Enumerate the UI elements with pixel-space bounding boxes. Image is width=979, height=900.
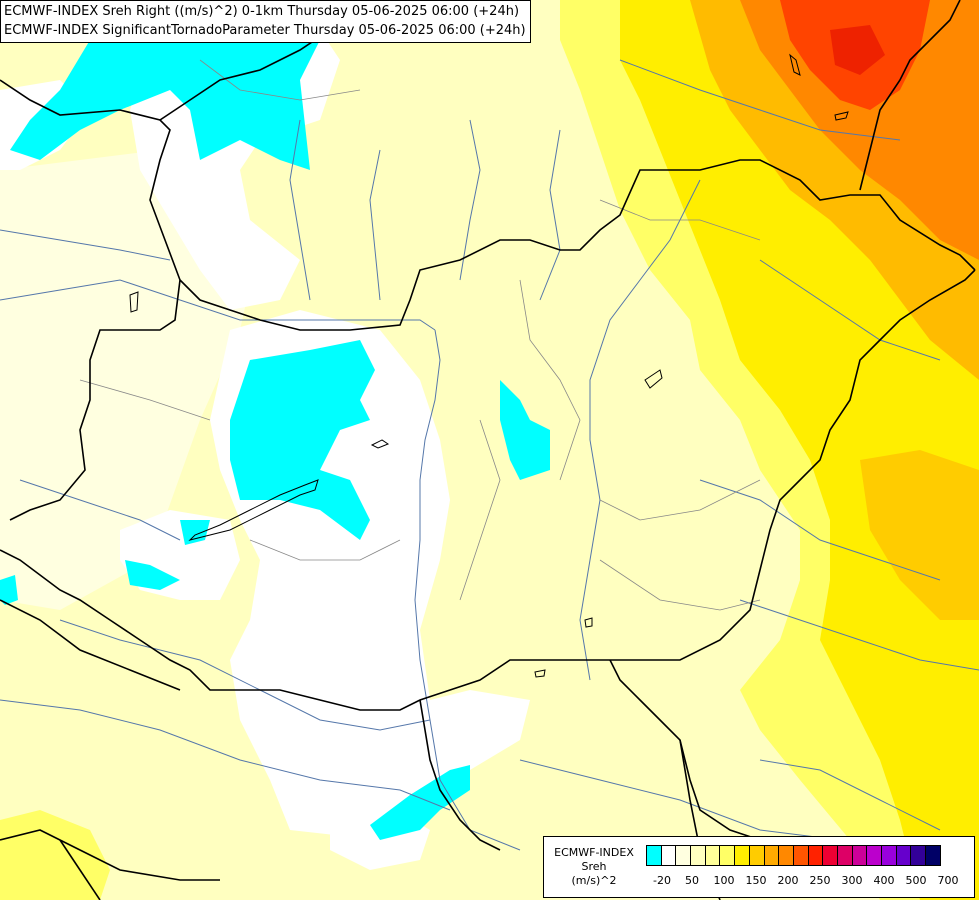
field-cyan-small: [180, 520, 210, 545]
border-croatia-bosnia: [0, 599, 181, 691]
map-title-box: ECMWF-INDEX Sreh Right ((m/s)^2) 0-1km T…: [0, 0, 531, 43]
legend-swatch: [910, 845, 927, 866]
legend-swatch: [748, 845, 765, 866]
legend-swatch: [851, 845, 868, 866]
river-east-1: [759, 259, 941, 361]
lake-small-3: [129, 291, 139, 313]
legend-swatch: [719, 845, 736, 866]
river-west-1: [0, 229, 171, 261]
border-hungary-north: [179, 159, 976, 331]
river-north-3: [459, 119, 481, 281]
river-east-3: [739, 599, 979, 671]
region-border-2: [599, 479, 761, 521]
river-north-4: [539, 129, 561, 301]
field-gold-east: [860, 450, 979, 620]
legend-tick-label: 250: [809, 874, 831, 887]
border-bosnia-serbia: [0, 829, 220, 881]
legend-tick-label: 200: [777, 874, 799, 887]
legend-tick-label: 500: [905, 874, 927, 887]
field-deep-orange: [740, 0, 979, 260]
legend-swatch: [895, 845, 912, 866]
legend-tick-label: 100: [713, 874, 735, 887]
field-cyan-central: [230, 340, 375, 540]
river-north-2: [369, 149, 381, 301]
lake-small-2: [834, 111, 849, 121]
lake-small-6: [534, 669, 546, 678]
legend-swatch: [660, 845, 677, 866]
field-cyan-edge: [0, 575, 18, 605]
river-danube-bend: [414, 329, 521, 851]
river-northeast: [619, 59, 901, 141]
legend-swatch: [704, 845, 721, 866]
border-bosnia-south: [59, 839, 101, 900]
lake-small-5: [584, 617, 593, 628]
field-red-max: [830, 25, 885, 75]
river-south-1: [519, 759, 841, 841]
map-title-stp: ECMWF-INDEX SignificantTornadoParameter …: [4, 23, 526, 38]
region-border-1: [519, 279, 581, 481]
legend-swatch: [675, 845, 692, 866]
river-south-2: [759, 759, 941, 831]
legend-title-variable: Sreh: [581, 860, 607, 873]
region-border-8: [199, 59, 361, 101]
river-west-2: [19, 479, 181, 541]
rivers: [0, 59, 979, 851]
border-hungary-east: [610, 269, 976, 661]
border-hungary-south: [0, 549, 610, 711]
border-croatia-serbia: [419, 699, 501, 851]
river-north-1: [289, 119, 311, 301]
legend-tick-label: 150: [745, 874, 767, 887]
legend-swatch: [792, 845, 809, 866]
border-poland-ukraine: [859, 0, 961, 191]
lake-balaton: [188, 479, 319, 541]
lake-velence: [370, 439, 390, 449]
legend-swatch: [836, 845, 853, 866]
legend-swatch: [807, 845, 824, 866]
map-title-sreh: ECMWF-INDEX Sreh Right ((m/s)^2) 0-1km T…: [4, 4, 520, 19]
region-border-5: [249, 539, 401, 561]
region-borders: [79, 59, 761, 611]
legend-swatch: [734, 845, 750, 866]
legend-swatch: [778, 845, 794, 866]
legend-ticks: -20 50 100 150 200 250 300 400 500 700: [646, 874, 966, 890]
region-border-3: [599, 559, 761, 611]
river-danube-upper: [0, 279, 436, 331]
field-cyan-south: [370, 765, 470, 840]
river-east-2: [699, 479, 941, 581]
field-cyan-west: [125, 560, 180, 590]
color-legend: ECMWF-INDEX Sreh (m/s)^2 -20 50 100 150 200 2…: [543, 836, 975, 898]
field-cyan-lake: [500, 380, 550, 480]
border-hungary-west: [9, 279, 181, 521]
legend-tick-label: 300: [841, 874, 863, 887]
region-border-4: [459, 419, 501, 601]
legend-title-model: ECMWF-INDEX: [554, 846, 634, 859]
legend-title: ECMWF-INDEX Sreh (m/s)^2: [548, 846, 640, 888]
legend-tick-label: 400: [873, 874, 895, 887]
legend-tick-label: 700: [937, 874, 959, 887]
legend-swatch: [866, 845, 882, 866]
legend-swatch: [690, 845, 706, 866]
legend-title-unit: (m/s)^2: [571, 874, 617, 887]
legend-swatch: [925, 845, 941, 866]
border-austria-north: [0, 79, 181, 281]
lake-small-4: [644, 369, 663, 389]
lake-small-1: [789, 53, 801, 76]
legend-tick-label: -20: [653, 874, 671, 887]
legend-swatches: [646, 845, 941, 866]
river-tisza: [579, 179, 701, 681]
river-sava: [0, 699, 451, 811]
legend-tick-label: 50: [685, 874, 699, 887]
region-border-6: [79, 379, 211, 421]
legend-swatch: [881, 845, 897, 866]
legend-swatch: [763, 845, 780, 866]
region-border-7: [599, 199, 761, 241]
legend-swatch: [646, 845, 662, 866]
legend-swatch: [822, 845, 838, 866]
